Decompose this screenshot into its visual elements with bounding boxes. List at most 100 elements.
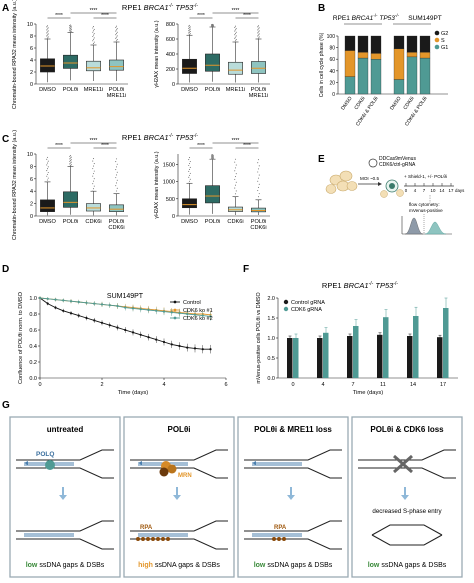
rpa-protein-icon (282, 537, 286, 541)
legend-marker (173, 300, 177, 304)
outlier-point (258, 193, 260, 195)
legend-label: CDK6 gRNA (291, 307, 322, 313)
outlier-point (92, 188, 95, 190)
box-body (205, 185, 220, 204)
outlier-point (46, 25, 49, 27)
y-tick-label: 0.0 (29, 376, 37, 382)
outlier-point (46, 28, 49, 30)
mechanism-box-2: POLθi MRN RPA high ssDNA gaps & DSBs (123, 416, 235, 578)
panel-letter-d: D (2, 264, 9, 275)
outlier-point (70, 156, 72, 158)
outlier-point (188, 31, 191, 33)
outlier-point (47, 33, 49, 35)
outlier-point (258, 27, 260, 29)
outlier-point (235, 190, 237, 192)
outlier-point (70, 164, 72, 166)
outlier-point (46, 38, 48, 40)
significance-label: **** (232, 8, 240, 14)
data-point (100, 303, 104, 306)
outlier-point (47, 177, 49, 179)
rpa-protein-icon (151, 537, 155, 541)
data-point (162, 310, 166, 313)
stacked-bar-segment-s (344, 50, 356, 77)
legend-label: G1 (441, 45, 448, 51)
outlier-point (93, 33, 95, 35)
y-axis-label: Chromatin-bound RPA32 mean intensity (a.… (12, 130, 18, 240)
rpa-protein-icon (277, 537, 281, 541)
panel-f-title: RPE1 BRCA1-/- TP53-/- (322, 281, 399, 290)
outlier-point (115, 182, 118, 184)
y-tick-label: 4 (30, 189, 33, 195)
legend-swatch (434, 37, 440, 43)
outlier-point (234, 167, 237, 169)
strand-arrowhead (138, 461, 142, 465)
outlier-point (257, 171, 259, 173)
outlier-point (212, 157, 214, 160)
data-point (93, 302, 96, 305)
fork-strand-top (16, 520, 114, 532)
outlier-point (46, 26, 48, 28)
data-point (178, 344, 181, 348)
outlier-point (234, 25, 237, 27)
data-point (54, 306, 57, 309)
outlier-point (257, 180, 259, 182)
significance-label: **** (232, 138, 240, 144)
outlier-point (69, 154, 72, 157)
x-tick-label: 4 (321, 382, 324, 388)
outlier-point (257, 38, 259, 40)
outlier-point (257, 189, 259, 192)
bar (293, 338, 299, 378)
data-point (193, 313, 197, 316)
outlier-point (115, 185, 117, 187)
legend-swatch (434, 44, 440, 50)
panel-c-title: RPE1 BRCA1-/- TP53-/- (122, 133, 199, 142)
panel-letter-a: A (2, 3, 9, 14)
outlier-point (115, 40, 118, 42)
outlier-point (258, 174, 260, 176)
outlier-point (258, 36, 260, 38)
panel-letter-b: B (318, 3, 325, 14)
data-point (46, 302, 49, 305)
outlier-point (235, 164, 237, 166)
outlier-point (69, 160, 71, 162)
x-tick-label: MRE11i (84, 87, 103, 93)
panel-b-title-rpe1: RPE1 BRCA1-/- TP53-/- (333, 13, 400, 22)
y-tick-label: 0.4 (29, 344, 37, 350)
outlier-point (46, 164, 48, 166)
outlier-point (69, 31, 72, 33)
x-tick-label: POLθi (251, 87, 267, 93)
stacked-bar-segment-g2 (393, 35, 405, 49)
data-point (131, 331, 135, 334)
significance-label: **** (197, 13, 205, 19)
x-tick-label: POLθi (205, 219, 221, 225)
y-tick-label: 1.5 (267, 316, 275, 322)
outlier-point (69, 28, 71, 30)
outlier-point (47, 30, 49, 32)
stacked-bar-segment-s (419, 52, 431, 59)
y-tick-label: 0 (332, 92, 335, 98)
timeline-tick-label: 7 (423, 188, 426, 193)
outlier-point (115, 29, 118, 31)
y-tick-label: 0.6 (29, 328, 37, 334)
x-tick-label: 7 (351, 382, 354, 388)
panel-a-title: RPE1 BRCA1-/- TP53-/- (122, 3, 199, 12)
x-tick-label: CDK6i (250, 225, 266, 231)
y-tick-label: 1.0 (267, 336, 275, 342)
outlier-point (235, 35, 237, 37)
outlier-point (46, 34, 49, 36)
mrn-protein-icon (167, 464, 177, 474)
y-tick-label: 10 (27, 152, 33, 158)
outlier-point (234, 32, 237, 35)
x-tick-label: POLθi (251, 219, 267, 225)
cell-cluster-icon (325, 170, 358, 194)
blocked-cross (393, 454, 413, 474)
outlier-point (92, 35, 94, 38)
legend-label: CDK6 ko #2 (183, 316, 213, 322)
fork-strand-top (16, 449, 114, 461)
outlier-point (46, 158, 48, 160)
outlier-point (92, 160, 94, 162)
box-body (86, 203, 101, 212)
outlier-point (257, 34, 260, 36)
stacked-bar-segment-g2 (370, 35, 382, 54)
outlier-point (70, 29, 72, 31)
